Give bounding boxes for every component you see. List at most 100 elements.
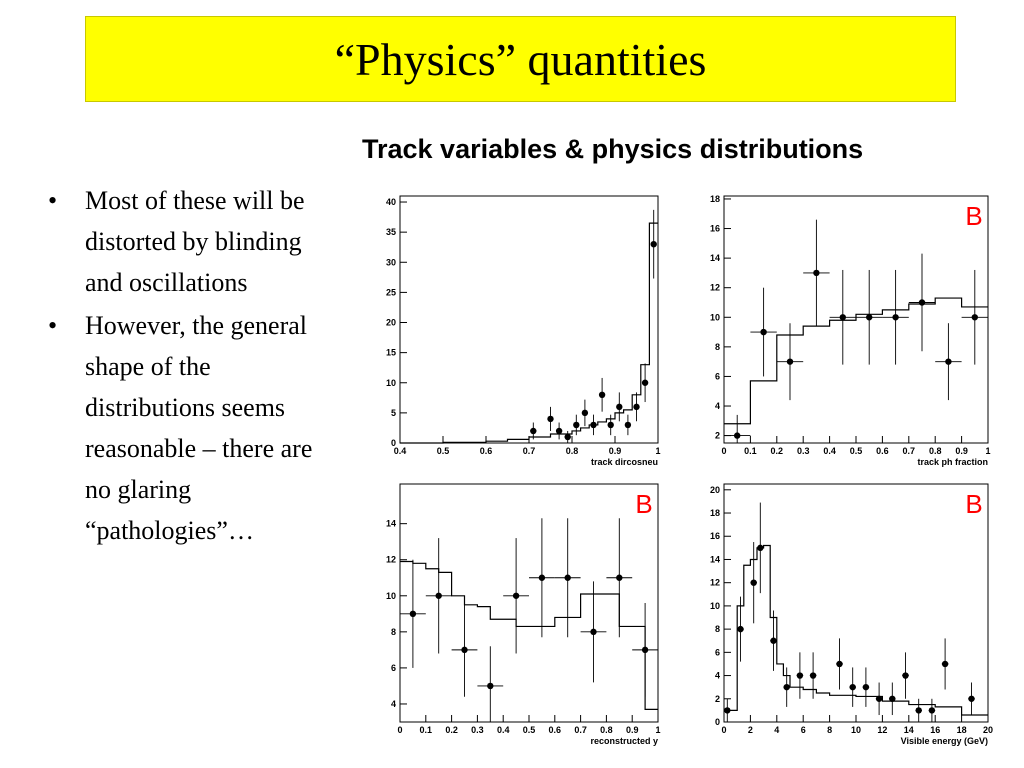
data-point	[564, 433, 571, 441]
plot-track-ph-fraction: 0 0.1 0.2 0.3 0.4 0.5 0.6 0.7 0.8 0.9 124681012141…	[710, 194, 991, 467]
data-point	[650, 240, 657, 248]
data-point	[633, 403, 640, 411]
y-tick-label: 18	[710, 194, 720, 204]
x-axis-label: track ph fraction	[917, 457, 988, 467]
data-point	[915, 707, 922, 714]
data-point	[409, 610, 417, 618]
y-tick-label: 4	[391, 699, 396, 709]
x-tick-label: 0	[721, 725, 726, 735]
y-tick-label: 0	[715, 717, 720, 727]
x-tick-label: 0.4	[497, 725, 510, 735]
bullet-icon: •	[48, 186, 58, 215]
data-point	[760, 328, 767, 336]
x-axis-label: Visible energy (GeV)	[901, 736, 988, 746]
y-tick-label: 20	[386, 318, 396, 328]
y-tick-label: 15	[386, 348, 396, 358]
x-tick-label: 0.9	[955, 446, 968, 456]
y-tick-label: 6	[391, 663, 396, 673]
data-point	[512, 592, 520, 599]
y-tick-label: 30	[386, 257, 396, 267]
y-tick-label: 18	[710, 508, 720, 518]
y-tick-label: 8	[715, 624, 720, 634]
data-point	[555, 427, 563, 435]
x-tick-label: 0.5	[850, 446, 863, 456]
x-tick-label: 0.9	[609, 446, 622, 456]
data-point	[836, 660, 843, 668]
data-point	[616, 574, 623, 581]
blinding-label: B	[965, 201, 982, 231]
data-point	[813, 269, 820, 277]
y-tick-label: 6	[715, 647, 720, 657]
y-tick-label: 20	[710, 485, 720, 495]
y-tick-label: 25	[386, 287, 396, 297]
x-tick-label: 4	[774, 725, 779, 735]
data-point	[641, 646, 649, 654]
plot-frame	[723, 483, 989, 723]
y-tick-label: 8	[391, 627, 396, 637]
data-point	[918, 299, 926, 306]
data-point	[889, 695, 896, 702]
x-tick-label: 0.4	[394, 446, 407, 456]
data-point	[971, 314, 978, 321]
y-tick-label: 6	[715, 371, 720, 381]
y-tick-label: 12	[386, 555, 396, 565]
data-point	[941, 660, 949, 668]
y-tick-label: 10	[386, 378, 396, 388]
bullet-list: • Most of these will be distorted by bli…	[40, 180, 330, 553]
y-tick-label: 12	[710, 283, 720, 293]
y-tick-label: 40	[386, 197, 396, 207]
data-point	[547, 415, 554, 423]
plot-visible-energy: 0 2 4 6 8 10 12 14 16 18 2002468101214161820Visibl…	[710, 483, 993, 746]
bullet-item: • However, the general shape of the dist…	[40, 305, 330, 551]
x-tick-label: 0.9	[626, 725, 639, 735]
bullet-icon: •	[48, 311, 58, 340]
y-tick-label: 4	[715, 671, 720, 681]
y-tick-label: 14	[710, 554, 720, 564]
data-point	[737, 625, 744, 633]
x-tick-label: 0.3	[797, 446, 810, 456]
y-tick-label: 2	[715, 694, 720, 704]
data-point	[757, 544, 764, 552]
y-tick-label: 2	[715, 431, 720, 441]
data-point	[770, 637, 777, 644]
data-point	[928, 707, 936, 714]
bullet-text: However, the general shape of the distri…	[85, 311, 313, 545]
y-tick-label: 14	[386, 519, 396, 529]
x-tick-label: 20	[983, 725, 993, 735]
data-point	[598, 391, 606, 399]
data-point	[839, 314, 846, 321]
x-axis-label: reconstructed y	[590, 736, 658, 746]
data-point	[581, 409, 589, 417]
x-tick-label: 1	[655, 446, 660, 456]
y-tick-label: 4	[715, 401, 720, 411]
x-tick-label: 0.6	[549, 725, 562, 735]
data-point	[786, 358, 794, 365]
data-point	[607, 421, 614, 429]
x-tick-label: 12	[877, 725, 887, 735]
data-point	[945, 358, 952, 365]
x-tick-label: 0.7	[523, 446, 536, 456]
x-tick-label: 0.2	[445, 725, 458, 735]
y-tick-label: 12	[710, 578, 720, 588]
x-tick-label: 6	[801, 725, 806, 735]
x-tick-label: 14	[904, 725, 914, 735]
data-point	[538, 574, 546, 581]
x-tick-label: 0	[397, 725, 402, 735]
data-point	[590, 628, 597, 636]
data-point	[616, 403, 623, 411]
x-tick-label: 0.6	[876, 446, 889, 456]
x-tick-label: 0.8	[600, 725, 613, 735]
bullet-item: • Most of these will be distorted by bli…	[40, 180, 330, 303]
x-tick-label: 0.7	[903, 446, 916, 456]
y-tick-label: 16	[710, 224, 720, 234]
x-tick-label: 1	[985, 446, 990, 456]
x-tick-label: 0.8	[566, 446, 579, 456]
x-tick-label: 0.1	[420, 725, 433, 735]
plot-reconstructed-y: 0 0.1 0.2 0.3 0.4 0.5 0.6 0.7 0.8 0.9 1468101214re…	[386, 483, 661, 746]
y-tick-label: 35	[386, 227, 396, 237]
x-tick-label: 18	[957, 725, 967, 735]
y-tick-label: 10	[386, 591, 396, 601]
x-tick-label: 0.7	[574, 725, 587, 735]
data-point	[892, 314, 899, 321]
data-point	[624, 421, 632, 429]
